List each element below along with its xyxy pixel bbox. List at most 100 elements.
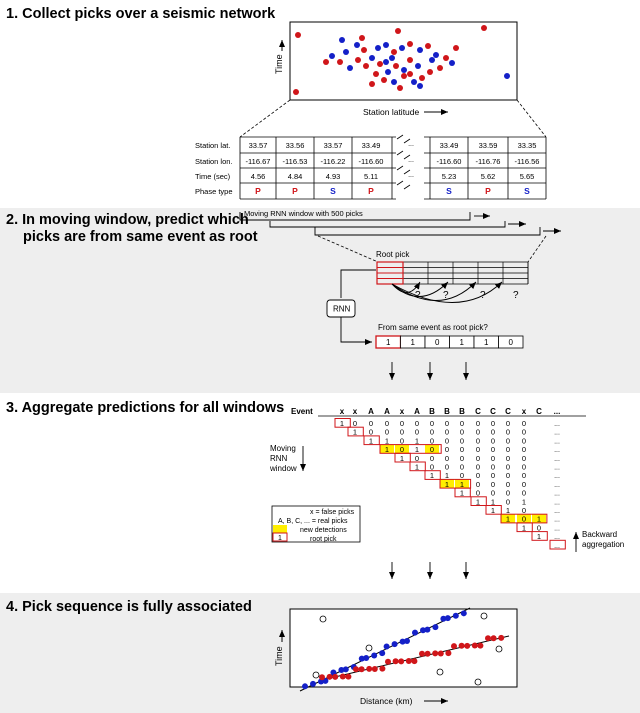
pick-point [407, 71, 413, 77]
pick-point [369, 81, 375, 87]
p-pick-point [398, 658, 405, 665]
s-pick-point [358, 655, 365, 662]
s-pick-point [302, 683, 308, 690]
new-detection-cell [517, 514, 531, 523]
p-pick-point [432, 650, 439, 657]
row-ellipsis: ... [554, 482, 560, 489]
aggregation-value: 0 [506, 480, 510, 489]
same-event-question: From same event as root pick? [378, 323, 488, 332]
aggregation-value: 1 [430, 471, 434, 480]
p-pick-point [445, 650, 452, 657]
aggregation-value: 0 [476, 471, 480, 480]
aggregation-value: 0 [430, 436, 434, 445]
row-ellipsis: ... [554, 430, 560, 437]
aggregation-value: 0 [537, 523, 541, 532]
row-ellipsis: ... [554, 421, 560, 428]
table-cell: P [368, 186, 374, 196]
network-scatter-plot: Time Station latitude [274, 21, 518, 117]
table-row-label: Time (sec) [195, 172, 231, 181]
table-cell: P [255, 186, 261, 196]
pick-point [391, 79, 397, 85]
table-cell: 33.57 [324, 141, 343, 150]
table-cell: -116.76 [476, 157, 501, 166]
legend-real-picks: A, B, C, ... = real picks [278, 518, 348, 525]
aggregation-value: 0 [506, 471, 510, 480]
pick-point [399, 45, 405, 51]
root-pick-box [347, 426, 364, 437]
row-ellipsis: ... [554, 473, 560, 480]
aggregation-value: 0 [445, 445, 449, 454]
row-ellipsis: ... [554, 447, 560, 454]
p-pick-point [371, 665, 378, 672]
pick-point [329, 53, 335, 59]
p-pick-point [366, 665, 373, 672]
row-ellipsis: ... [554, 508, 560, 515]
aggregation-value: 0 [445, 419, 449, 428]
s-pick-point [338, 667, 345, 674]
event-header-cell: x [400, 407, 405, 416]
aggregation-value: 1 [460, 489, 464, 498]
aggregation-value: 0 [460, 445, 464, 454]
table-ellipsis: ... [408, 172, 414, 179]
table-cell: S [330, 186, 336, 196]
table-cell: 33.57 [249, 141, 268, 150]
p-pick-point [339, 673, 346, 680]
s-pick-point [371, 652, 378, 659]
event-header-cell: x [522, 407, 527, 416]
s-pick-point [424, 626, 431, 633]
false-pick-point [319, 615, 327, 623]
pick-point [343, 49, 349, 55]
pick-point [354, 42, 360, 48]
question-mark-1: ? [415, 290, 421, 301]
s-pick-point [432, 624, 439, 631]
table-cell: 33.49 [440, 141, 459, 150]
section-2-title: 2. In moving window, predict which [6, 212, 249, 228]
p-pick-point [498, 634, 505, 641]
legend-root-one: 1 [278, 535, 282, 542]
aggregation-value: 0 [491, 436, 495, 445]
p-pick-point [424, 650, 431, 657]
section-3-band [0, 393, 640, 593]
row-ellipsis: ... [554, 534, 560, 541]
event-header-cell: ... [554, 407, 561, 416]
dependency-arcs [391, 281, 503, 303]
event-header-cell: C [475, 407, 481, 416]
root-pick-label: Root pick [376, 250, 410, 259]
root-pick-box [454, 487, 471, 498]
s-pick-point [420, 627, 426, 634]
p-pick-point [458, 642, 465, 649]
pick-point [293, 89, 299, 95]
aggregation-value: 0 [522, 489, 526, 498]
pick-point [383, 59, 389, 65]
aggregation-value: 0 [522, 436, 526, 445]
aggregation-value: 1 [385, 445, 389, 454]
rnn-output-row: 1 1 0 1 1 0 [375, 335, 524, 349]
table-cell: 33.56 [286, 141, 305, 150]
question-mark-4: ? [513, 290, 519, 301]
pick-point [385, 69, 391, 75]
backward-label-2: aggregation [582, 540, 624, 549]
aggregation-value: 0 [460, 428, 464, 437]
pick-point [481, 25, 487, 31]
pick-point [425, 43, 431, 49]
aggregation-value: 1 [506, 515, 510, 524]
root-pick-box [485, 505, 502, 515]
aggregation-value: 0 [506, 454, 510, 463]
aggregation-value: 0 [476, 428, 480, 437]
aggregation-value: 1 [491, 506, 495, 515]
aggregation-value: 0 [476, 480, 480, 489]
s-pick-point [404, 638, 410, 645]
root-pick-box [549, 539, 566, 550]
aggregation-value: 1 [385, 436, 389, 445]
pick-point [419, 75, 425, 81]
root-pick-box [470, 496, 487, 506]
aggregation-value: 0 [506, 436, 510, 445]
false-pick-point [365, 644, 373, 652]
aggregation-value: 0 [415, 454, 419, 463]
section-2-band [0, 208, 640, 393]
aggregation-value: 0 [400, 445, 404, 454]
s-pick-point [399, 638, 406, 645]
false-pick-point [495, 645, 503, 653]
s-pick-point [383, 643, 390, 650]
row-ellipsis: ... [554, 517, 560, 524]
